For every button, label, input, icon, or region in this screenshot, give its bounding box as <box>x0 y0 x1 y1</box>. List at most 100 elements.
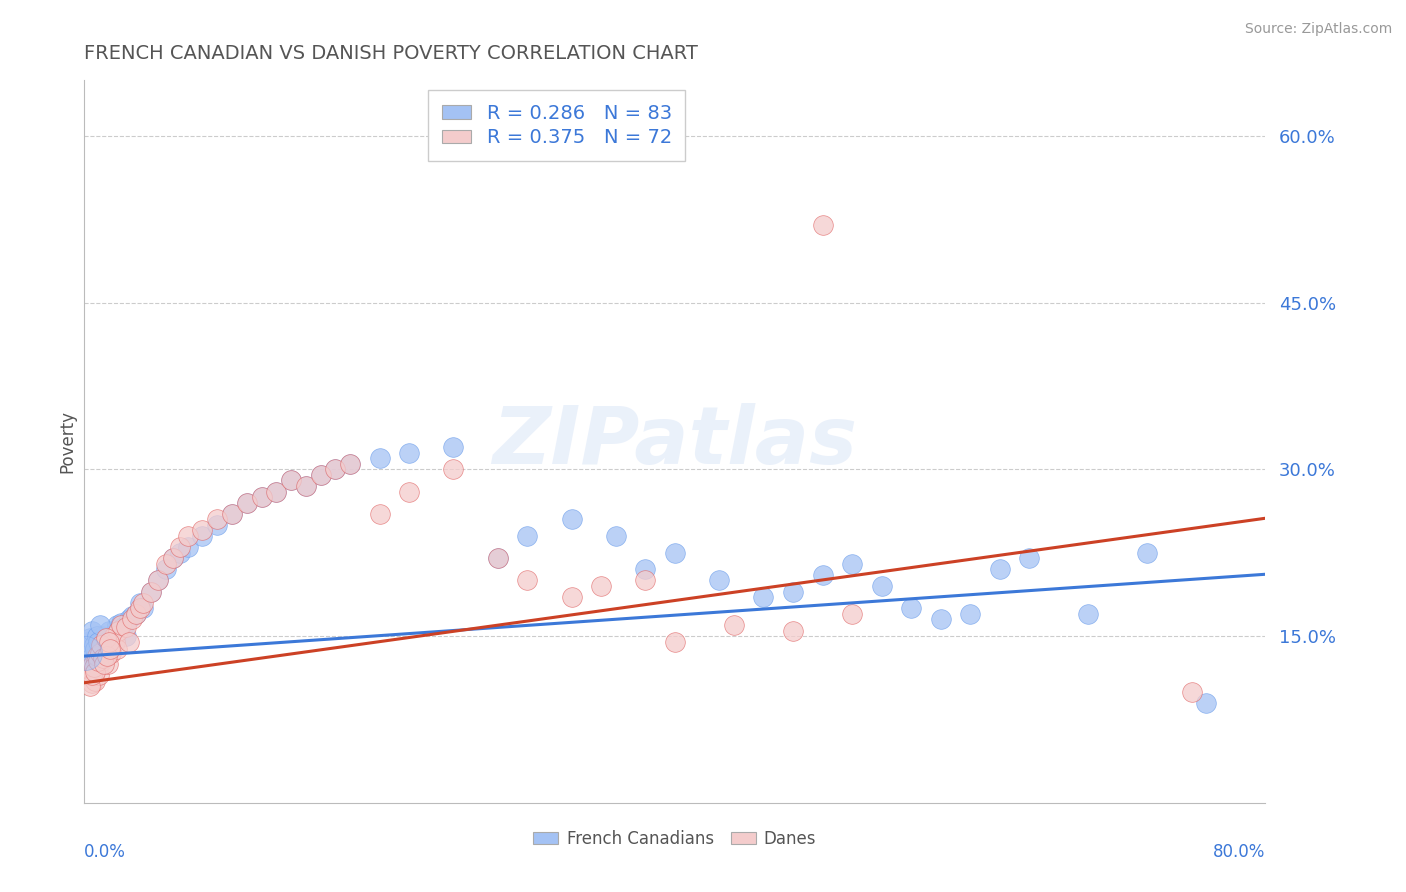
Point <box>1077 607 1099 621</box>
Point <box>398 445 420 459</box>
Point <box>82 668 104 682</box>
Point <box>191 529 214 543</box>
Point <box>121 612 143 626</box>
Point <box>129 596 152 610</box>
Point <box>443 440 465 454</box>
Point <box>103 629 125 643</box>
Point <box>98 624 121 638</box>
Point <box>98 642 121 657</box>
Point <box>91 653 114 667</box>
Point <box>87 657 111 671</box>
Point <box>177 529 200 543</box>
Point <box>77 668 100 682</box>
Point <box>82 653 104 667</box>
Point <box>82 624 104 638</box>
Point <box>104 634 127 648</box>
Point <box>132 601 155 615</box>
Point <box>86 632 108 646</box>
Point <box>841 607 863 621</box>
Point <box>84 642 107 657</box>
Point <box>148 574 170 588</box>
Point <box>207 512 229 526</box>
Point <box>79 632 101 646</box>
Point <box>443 462 465 476</box>
Point <box>87 653 110 667</box>
Point <box>97 657 120 671</box>
Point <box>87 634 110 648</box>
Point <box>94 640 117 655</box>
Point <box>368 507 391 521</box>
Point <box>236 496 259 510</box>
Point <box>169 546 191 560</box>
Point <box>339 457 361 471</box>
Point <box>80 651 103 665</box>
Point <box>486 551 509 566</box>
Point <box>309 467 332 482</box>
Point <box>89 646 111 660</box>
Point <box>84 653 107 667</box>
Point <box>782 624 804 638</box>
Point <box>811 568 834 582</box>
Text: ZIPatlas: ZIPatlas <box>492 402 858 481</box>
Point <box>86 629 108 643</box>
Point <box>82 657 104 671</box>
Point <box>77 638 100 652</box>
Point <box>125 607 148 621</box>
Point <box>90 640 112 655</box>
Point <box>76 646 98 660</box>
Point <box>266 484 288 499</box>
Point <box>325 462 347 476</box>
Point <box>118 612 141 626</box>
Point <box>709 574 731 588</box>
Point <box>105 642 128 657</box>
Point <box>591 579 613 593</box>
Point <box>782 584 804 599</box>
Point <box>86 660 108 674</box>
Point <box>929 612 952 626</box>
Point <box>98 638 121 652</box>
Point <box>664 634 686 648</box>
Point <box>841 557 863 571</box>
Point <box>114 620 136 634</box>
Point <box>100 646 122 660</box>
Point <box>83 634 105 648</box>
Point <box>101 640 124 655</box>
Point <box>97 646 120 660</box>
Point <box>250 490 273 504</box>
Point <box>114 629 136 643</box>
Point <box>77 646 100 660</box>
Text: 80.0%: 80.0% <box>1213 843 1265 861</box>
Point <box>83 638 105 652</box>
Point <box>79 679 101 693</box>
Point <box>125 607 148 621</box>
Point <box>121 609 143 624</box>
Point <box>325 462 347 476</box>
Point <box>84 665 107 679</box>
Point <box>93 657 115 671</box>
Text: 0.0%: 0.0% <box>84 843 127 861</box>
Point <box>207 517 229 532</box>
Point <box>959 607 981 621</box>
Point <box>91 651 114 665</box>
Point <box>177 540 200 554</box>
Point <box>148 574 170 588</box>
Point <box>516 529 538 543</box>
Legend: French Canadians, Danes: French Canadians, Danes <box>524 822 825 856</box>
Point <box>295 479 318 493</box>
Point <box>96 649 118 664</box>
Point <box>91 629 114 643</box>
Point <box>811 218 834 232</box>
Point <box>96 642 118 657</box>
Point <box>398 484 420 499</box>
Point <box>96 638 118 652</box>
Point <box>87 668 111 682</box>
Point <box>561 590 583 604</box>
Point <box>90 646 112 660</box>
Point <box>295 479 318 493</box>
Point <box>100 632 122 646</box>
Point <box>104 634 127 648</box>
Point <box>87 646 111 660</box>
Point <box>309 467 332 482</box>
Point <box>118 634 141 648</box>
Point <box>90 651 112 665</box>
